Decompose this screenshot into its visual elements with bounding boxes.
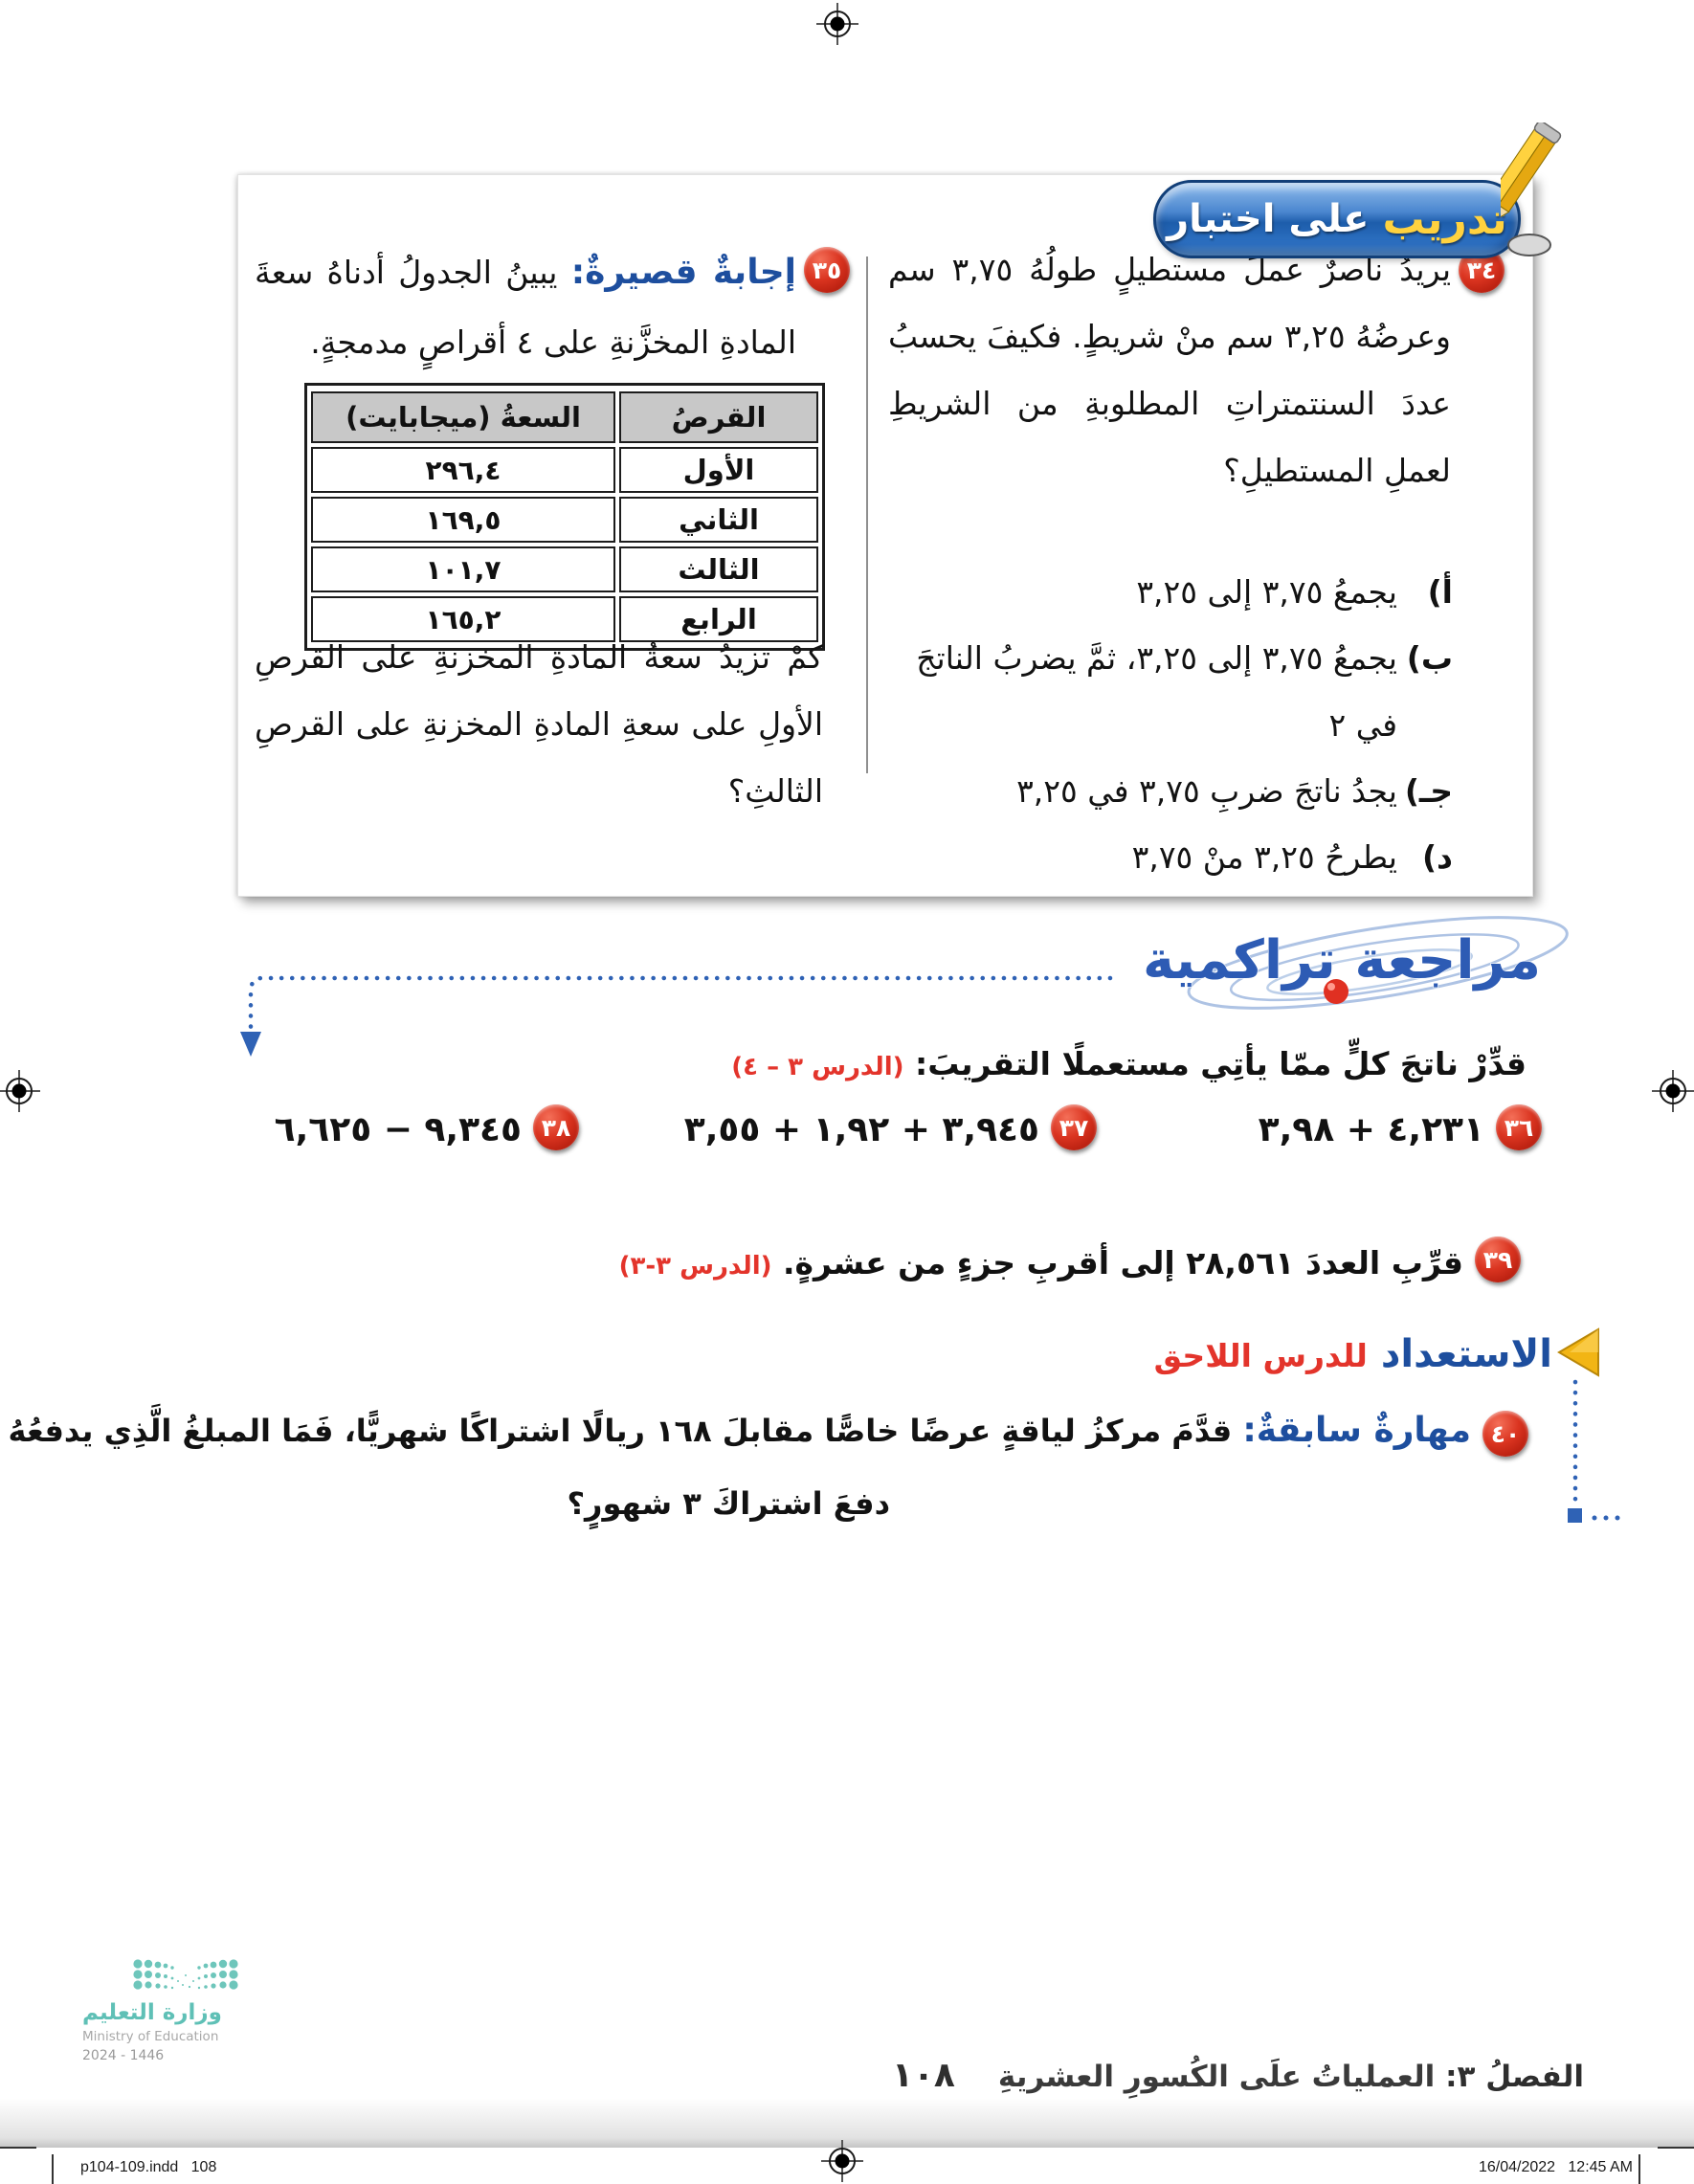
ministry-logo-dots [133,1959,238,1990]
table-row: الرابع ١٦٥,٢ [311,596,818,642]
option-a-text: يجمعُ ٣,٧٥ إلى ٣,٢٥ [1136,573,1397,611]
page-number: ١٠٨ [891,2056,955,2095]
lesson-ref-3-4: (الدرس ٣ – ٤) [731,1053,904,1081]
cell-disc: الثالث [619,546,818,592]
print-timestamp: 16/04/2022 12:45 AM [1478,2159,1633,2175]
review-instruction: قدِّرْ ناتجَ كلٍّ ممّا يأتِي مستعملًا ال… [731,1045,1527,1082]
option-b-text: يجمعُ ٣,٧٥ إلى ٣,٢٥، ثمَّ يضربُ الناتجَ … [916,639,1397,744]
option-c: جـ) يجدُ ناتجَ ضربِ ٣,٧٥ في ٣,٢٥ [911,758,1453,824]
disc-capacity-table: القرصُ السعةُ (ميجابايت) الأول ٢٩٦,٤ الث… [304,383,825,651]
question-34-options: أ) يجمعُ ٣,٧٥ إلى ٣,٢٥ ب) يجمعُ ٣,٧٥ إلى… [911,559,1453,890]
cell-disc: الرابع [619,596,818,642]
question-badge-36: ٣٦ [1496,1104,1542,1150]
question-number-39: ٣٩ [1482,1245,1513,1274]
page-footer: الفصلُ ٣: العملياتُ علَى الكُسورِ العشري… [892,2056,1584,2095]
question-35-intro: إجابةٌ قصيرةٌ: يبينُ الجدولُ أدناهُ سعةَ… [255,236,796,376]
chapter-title: الفصلُ ٣: العملياتُ علَى الكُسورِ العشري… [998,2060,1584,2094]
question-badge-39: ٣٩ [1475,1237,1521,1282]
dotted-vertical-line [1568,1379,1620,1523]
option-b-key: ب) [1406,639,1453,678]
question-number-38: ٣٨ [541,1113,571,1142]
question-number-35: ٣٥ [812,256,842,284]
question-badge-38: ٣٨ [533,1104,579,1150]
registration-mark-bottom [821,2140,863,2182]
ministry-name-arabic: وزارة التعليم [82,2000,222,2025]
gold-triangle-icon [1557,1327,1599,1377]
registration-mark-right [1652,1070,1694,1112]
header-size: السعةُ (ميجابايت) [311,391,615,443]
cell-disc: الأول [619,447,818,493]
option-d-key: د) [1421,838,1453,877]
cell-size: ١٠١,٧ [311,546,615,592]
cumulative-review-title: مراجعة تراكمية [1142,916,1569,1010]
table-row: الثاني ١٦٩,٥ [311,497,818,543]
question-40-line2: دفعَ اشتراكَ ٣ شهورٍ؟ [567,1485,890,1522]
cell-size: ١٦٥,٢ [311,596,615,642]
option-d: د) يطرحُ ٣,٢٥ منْ ٣,٧٥ [911,824,1453,890]
prep-title-red: للدرس اللاحق [1153,1337,1368,1374]
option-a: أ) يجمعُ ٣,٧٥ إلى ٣,٢٥ [911,559,1453,625]
option-d-text: يطرحُ ٣,٢٥ منْ ٣,٧٥ [1131,838,1397,877]
crop-mark-left [0,2147,36,2149]
question-35-text: كمْ تزيدُ سعةُ المادةِ المخزنةِ على القر… [255,638,823,810]
crop-mark-left-vertical [52,2154,54,2184]
ministry-name-english: Ministry of Education [82,2029,219,2044]
exercise-38-expression: ٩,٣٤٥ − ٦,٦٢٥ [274,1110,522,1149]
question-badge-35: ٣٥ [804,247,850,293]
question-39: قرِّبِ العددَ ٢٨,٥٦١ إلى أقربِ جزءٍ من ع… [619,1244,1463,1281]
question-number-36: ٣٦ [1504,1113,1534,1142]
dotted-arrow-connector [240,975,1113,1057]
exercise-36-expression: ٤,٢٣١ + ٣,٩٨ [1258,1110,1484,1149]
print-file-label: p104-109.indd 108 [80,2159,217,2175]
table-header-row: القرصُ السعةُ (ميجابايت) [311,391,818,443]
cell-disc: الثاني [619,497,818,543]
question-badge-40: ٤٠ [1482,1411,1528,1457]
prep-title-blue: الاستعداد [1380,1332,1552,1376]
cell-size: ١٦٩,٥ [311,497,615,543]
pencil-icon [1501,123,1562,256]
crop-mark-right [1658,2147,1694,2149]
prior-skill-label: مهارةٌ سابقةٌ: [1242,1411,1471,1450]
banner-word-1: تدريب [1382,194,1507,244]
table-row: الثالث ١٠١,٧ [311,546,818,592]
registration-mark-left [0,1070,40,1112]
review-instruction-text: قدِّرْ ناتجَ كلٍّ ممّا يأتِي مستعملًا ال… [915,1045,1527,1082]
cell-size: ٢٩٦,٤ [311,447,615,493]
table-row: الأول ٢٩٦,٤ [311,447,818,493]
chapter-number: الفصلُ ٣: [1445,2060,1584,2094]
option-b: ب) يجمعُ ٣,٧٥ إلى ٣,٢٥، ثمَّ يضربُ النات… [911,625,1453,758]
page-bottom-shadow [0,2098,1694,2148]
svg-text:مراجعة تراكمية: مراجعة تراكمية [1143,929,1541,992]
chapter-name: العملياتُ علَى الكُسورِ العشريةِ [997,2060,1436,2094]
short-answer-label: إجابةٌ قصيرةٌ: [570,253,797,292]
banner-word-2: على اختبار [1167,197,1370,241]
crop-mark-right-vertical [1638,2154,1640,2184]
option-a-key: أ) [1427,573,1453,611]
question-number-37: ٣٧ [1059,1113,1089,1142]
question-number-34: ٣٤ [1466,256,1497,284]
option-c-key: جـ) [1404,771,1453,810]
ministry-logo: وزارة التعليم Ministry of Education 2024… [82,1958,264,2063]
question-number-40: ٤٠ [1490,1419,1521,1448]
prep-next-lesson-header: الاستعداد للدرس اللاحق [1154,1332,1552,1376]
question-35-intro-text: يبينُ الجدولُ أدناهُ سعةَ المادةِ المخزَ… [255,254,796,362]
option-c-text: يجدُ ناتجَ ضربِ ٣,٧٥ في ٣,٢٥ [1016,771,1397,810]
header-disc: القرصُ [619,391,818,443]
question-34-text: يريدُ ناصرٌ عملَ مستطيلٍ طولُهُ ٣,٧٥ سم … [888,251,1452,489]
ministry-years: 2024 - 1446 [82,2048,165,2063]
lesson-ref-3-3: (الدرس ٣-٣) [618,1252,772,1281]
column-divider [866,256,868,773]
question-40-text: قدَّمَ مركزُ لياقةٍ عرضًا خاصًّا مقابلَ … [0,1413,1233,1449]
test-practice-banner: تدريب على اختبار [1153,180,1521,258]
question-40-line1: مهارةٌ سابقةٌ: قدَّمَ مركزُ لياقةٍ عرضًا… [0,1411,1471,1450]
registration-mark-top [816,3,858,45]
question-badge-37: ٣٧ [1051,1104,1097,1150]
exercise-37-expression: ٣,٩٤٥ + ١,٩٢ + ٣,٥٥ [683,1110,1039,1149]
question-39-text: قرِّبِ العددَ ٢٨,٥٦١ إلى أقربِ جزءٍ من ع… [783,1244,1463,1281]
